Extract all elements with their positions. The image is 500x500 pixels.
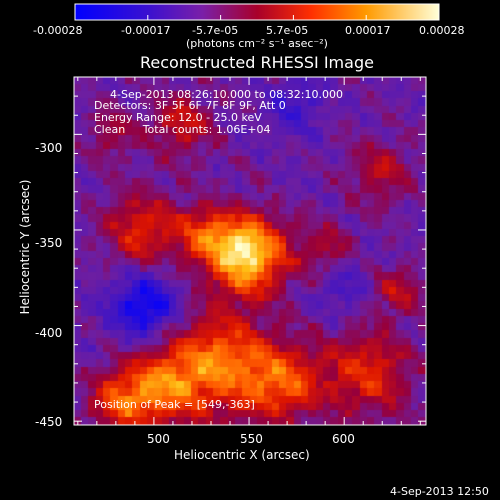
- colorbar-gradient: [74, 3, 440, 21]
- colorbar-ticks: [74, 15, 440, 20]
- annotation-clean: Clean Total counts: 1.06E+04: [94, 123, 271, 136]
- annotation-detectors: Detectors: 3F 5F 6F 7F 8F 9F, Att 0: [94, 99, 286, 112]
- x-axis-label: Heliocentric X (arcsec): [174, 448, 310, 462]
- x-tick-label: 550: [240, 432, 263, 446]
- heatmap-image: [74, 77, 426, 425]
- colorbar-unit-label: (photons cm⁻² s⁻¹ asec⁻²): [186, 37, 328, 50]
- annotation-peak-position: Position of Peak = [549,-363]: [94, 398, 255, 411]
- chart-title: Reconstructed RHESSI Image: [140, 53, 374, 72]
- footer-timestamp: 4-Sep-2013 12:50: [390, 485, 489, 498]
- annotation-energy: Energy Range: 12.0 - 25.0 keV: [94, 111, 262, 124]
- colorbar-tick-label: -5.7e-05: [192, 24, 239, 37]
- y-tick-label: -450: [35, 415, 63, 429]
- colorbar-tick-label: 0.00028: [419, 24, 465, 37]
- x-tick-label: 600: [332, 432, 355, 446]
- x-tick-label: 500: [147, 432, 170, 446]
- colorbar-tick-label: -0.00028: [33, 24, 83, 37]
- y-tick-label: -400: [35, 326, 63, 340]
- colorbar-tick-label: 5.7e-05: [266, 24, 309, 37]
- plot-frame: [73, 76, 427, 426]
- colorbar: [74, 3, 440, 21]
- y-tick-label: -350: [35, 236, 63, 250]
- colorbar-tick-label: -0.00017: [121, 24, 171, 37]
- y-tick-label: -300: [35, 141, 63, 155]
- colorbar-tick-label: 0.00017: [345, 24, 391, 37]
- annotation-time-range: 4-Sep-2013 08:26:10.000 to 08:32:10.000: [110, 88, 343, 101]
- y-axis-label: Heliocentric Y (arcsec): [18, 179, 32, 315]
